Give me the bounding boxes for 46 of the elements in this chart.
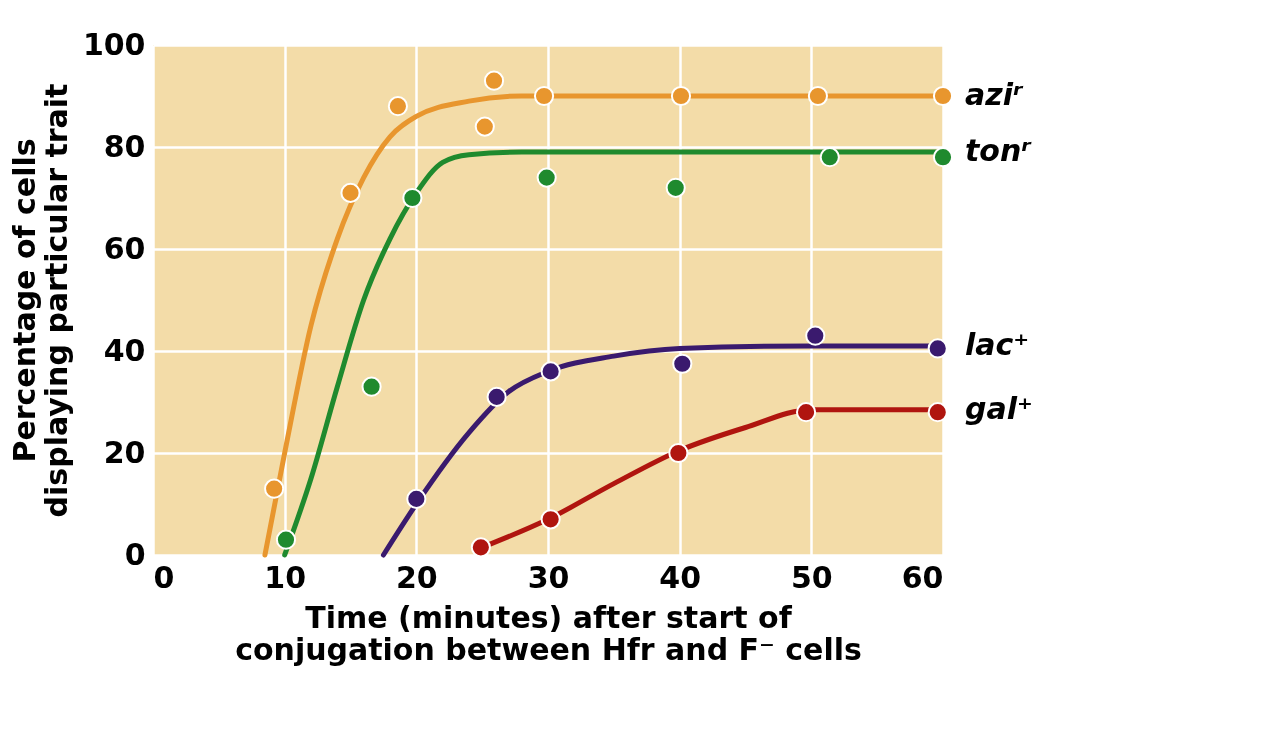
point — [275, 529, 297, 550]
point — [670, 85, 692, 107]
y-tick-label: 60 — [103, 230, 146, 266]
point — [533, 85, 555, 107]
point — [536, 167, 557, 188]
point — [361, 376, 382, 397]
x-axis-title: Time (minutes) after start of conjugation between Hfr and F⁻ cells — [235, 599, 862, 667]
point — [540, 509, 561, 530]
x-tick-label: 20 — [395, 559, 438, 595]
x-tick-label: 50 — [790, 559, 833, 595]
point — [927, 338, 948, 359]
x-tick-label: 40 — [659, 559, 702, 595]
series-label: aziʳ — [965, 77, 1024, 112]
point — [406, 488, 427, 509]
point — [807, 85, 828, 107]
point — [474, 116, 495, 137]
y-tick-label: 0 — [124, 536, 146, 572]
point — [483, 70, 505, 91]
point — [340, 182, 361, 203]
point — [819, 147, 840, 168]
point — [540, 361, 561, 382]
point — [470, 537, 491, 558]
point — [932, 85, 954, 107]
point — [932, 147, 954, 168]
x-tick-label: 30 — [527, 559, 570, 595]
point — [668, 442, 689, 464]
y-tick-label: 80 — [103, 128, 146, 164]
y-tick-label: 100 — [82, 26, 146, 62]
series-label: lac⁺ — [965, 326, 1030, 362]
point — [795, 402, 817, 423]
point — [805, 325, 826, 346]
y-tick-label: 40 — [103, 332, 146, 368]
y-tick-label: 20 — [103, 434, 146, 470]
series-label: tonʳ — [965, 133, 1033, 169]
point — [402, 187, 423, 209]
series-label: gal⁺ — [965, 390, 1033, 426]
y-axis-title: Percentage of cells displaying particular trait — [6, 83, 74, 518]
x-tick-label: 10 — [264, 559, 307, 595]
point — [264, 478, 285, 499]
point — [387, 96, 408, 117]
point — [486, 386, 507, 407]
point — [665, 177, 686, 198]
point — [927, 402, 948, 423]
x-tick-label: 0 — [153, 559, 175, 595]
point — [672, 353, 693, 374]
x-tick-label: 60 — [901, 559, 944, 595]
